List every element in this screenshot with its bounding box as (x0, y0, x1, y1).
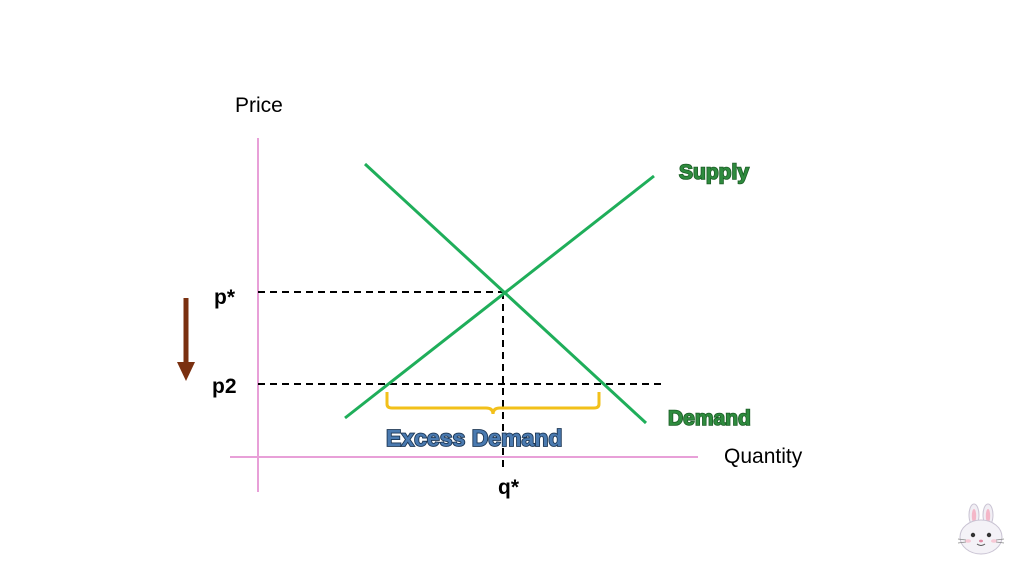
demand-label: Demand (668, 407, 751, 430)
supply-curve (344, 174, 655, 420)
p-star-label: p* (214, 286, 236, 309)
p2-label: p2 (212, 375, 237, 398)
q-star-label: q* (498, 476, 520, 499)
demand-curve (363, 162, 648, 425)
y-axis-label: Price (235, 94, 283, 117)
excess-demand-bracket (385, 392, 601, 415)
excess-demand-label: Excess Demand (386, 425, 562, 451)
supply-label: Supply (679, 161, 749, 184)
x-axis-label: Quantity (724, 445, 803, 468)
bunny-face-icon (957, 503, 1005, 555)
down-arrow-icon (177, 298, 195, 381)
